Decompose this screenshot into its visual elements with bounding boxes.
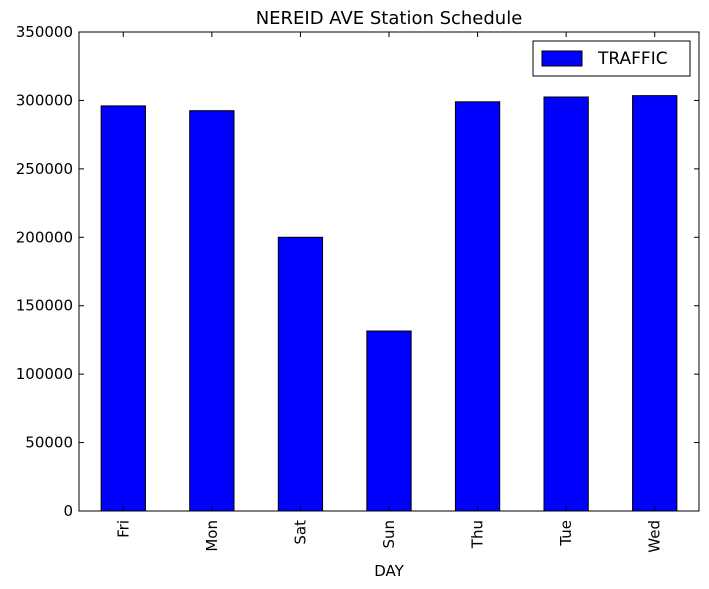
bar-sat xyxy=(277,236,324,512)
legend: TRAFFIC xyxy=(532,40,691,77)
x-axis-label: DAY xyxy=(374,562,404,580)
y-tick-label: 200000 xyxy=(16,228,73,246)
x-tick-label-tue: Tue xyxy=(557,520,575,547)
bar-fri xyxy=(100,105,146,512)
chart-title: NEREID AVE Station Schedule xyxy=(256,8,523,29)
y-tick-label: 250000 xyxy=(16,160,73,178)
bar-tue xyxy=(543,96,589,512)
x-tick-label-mon: Mon xyxy=(203,520,221,552)
bar-mon xyxy=(189,110,235,512)
legend-swatch xyxy=(541,50,583,67)
x-tick-label-wed: Wed xyxy=(646,520,664,553)
ticks-layer xyxy=(79,31,699,512)
y-tick-label: 150000 xyxy=(16,297,73,315)
legend-label-traffic: TRAFFIC xyxy=(597,49,668,69)
x-tick-label-fri: Fri xyxy=(114,520,132,538)
bars-layer xyxy=(100,95,678,512)
y-tick-label: 350000 xyxy=(16,23,73,41)
bar-wed xyxy=(632,95,678,512)
y-tick-label: 100000 xyxy=(16,365,73,383)
y-tick-label: 300000 xyxy=(16,91,73,109)
bar-sun xyxy=(366,330,412,512)
x-tick-label-sat: Sat xyxy=(291,520,309,545)
x-tick-label-thu: Thu xyxy=(469,520,487,549)
y-tick-label: 0 xyxy=(63,502,73,520)
bar-thu xyxy=(454,101,501,512)
x-tick-labels: Fri Mon Sat Sun Thu Tue Wed xyxy=(114,520,663,553)
y-tick-labels: 0 50000 100000 150000 200000 250000 300000 3500… xyxy=(16,23,73,520)
x-tick-label-sun: Sun xyxy=(380,520,398,549)
y-tick-label: 50000 xyxy=(25,434,73,452)
